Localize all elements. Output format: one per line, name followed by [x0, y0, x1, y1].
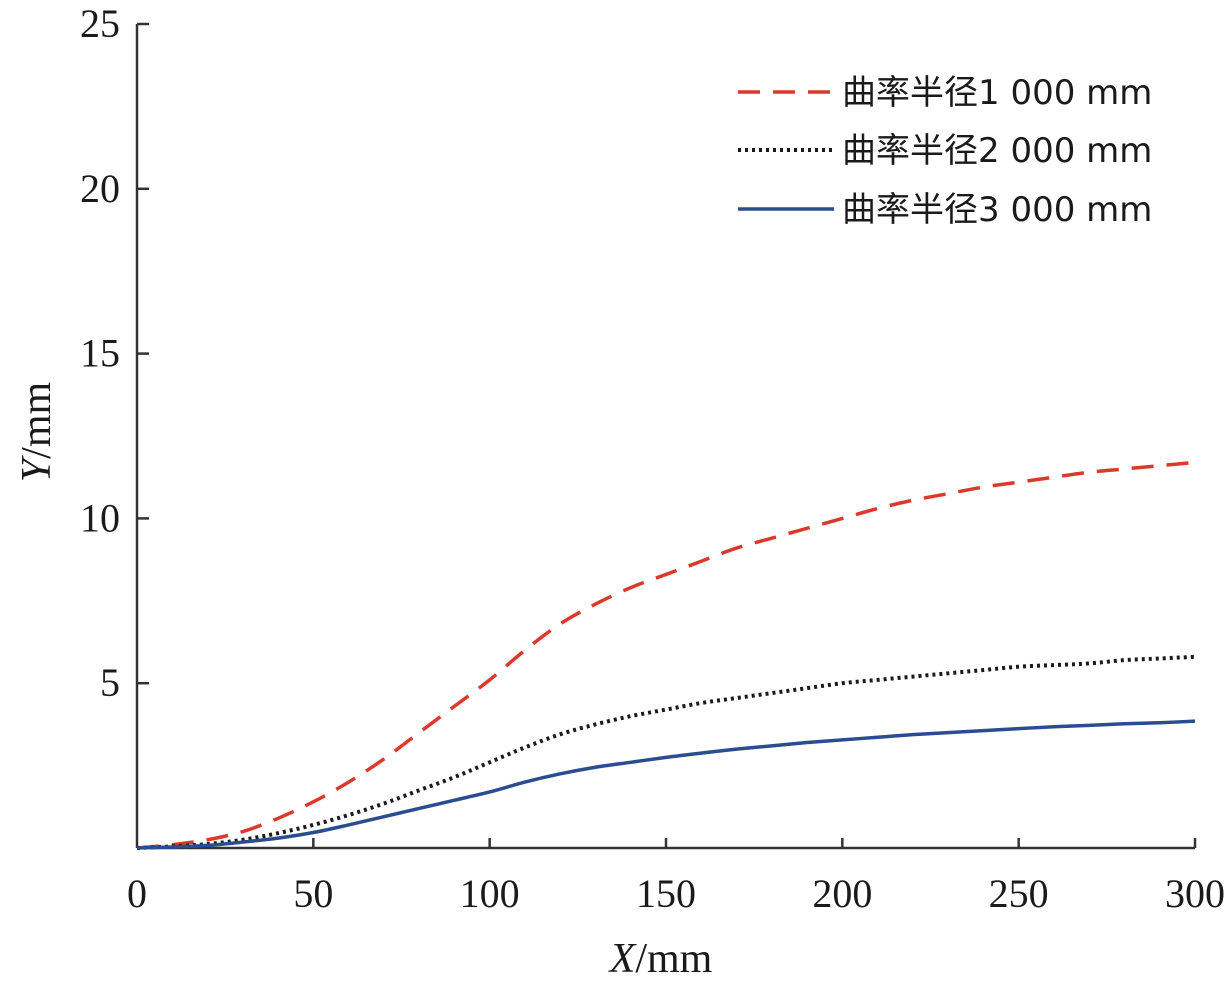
series-line-radius-2000	[136, 654, 1196, 850]
y-tick-label: 15	[80, 331, 120, 376]
legend: 曲率半径1 000 mm 曲率半径2 000 mm 曲率半径3 000 mm	[738, 73, 1152, 230]
series-layer	[136, 460, 1196, 850]
x-tick-label: 150	[636, 871, 696, 916]
x-axis-title: X/mm	[608, 936, 713, 982]
x-axis-title-unit: /mm	[635, 936, 712, 982]
y-axis-title: Y/mm	[14, 381, 60, 482]
legend-label: 曲率半径3 000 mm	[842, 190, 1152, 230]
x-tick-label: 0	[127, 871, 147, 916]
y-axis-ticks: 5 10 15 20 25	[80, 1, 149, 705]
x-tick-label: 100	[460, 871, 520, 916]
y-tick-label: 10	[80, 495, 120, 540]
series-line-radius-1000	[136, 460, 1196, 850]
x-tick-label: 50	[293, 871, 333, 916]
legend-label: 曲率半径2 000 mm	[842, 131, 1152, 171]
x-axis-title-var: X	[608, 936, 638, 982]
x-axis-ticks: 0 50 100 150 200 250 300	[127, 838, 1225, 916]
legend-label: 曲率半径1 000 mm	[842, 73, 1152, 113]
x-tick-label: 200	[812, 871, 872, 916]
y-tick-label: 5	[100, 660, 120, 705]
x-tick-label: 300	[1165, 871, 1225, 916]
y-tick-label: 25	[80, 1, 120, 46]
series-line-radius-3000	[136, 719, 1196, 850]
y-axis-title-var: Y	[14, 454, 60, 482]
x-tick-label: 250	[989, 871, 1049, 916]
y-tick-label: 20	[80, 166, 120, 211]
y-axis-title-unit: /mm	[14, 381, 60, 458]
